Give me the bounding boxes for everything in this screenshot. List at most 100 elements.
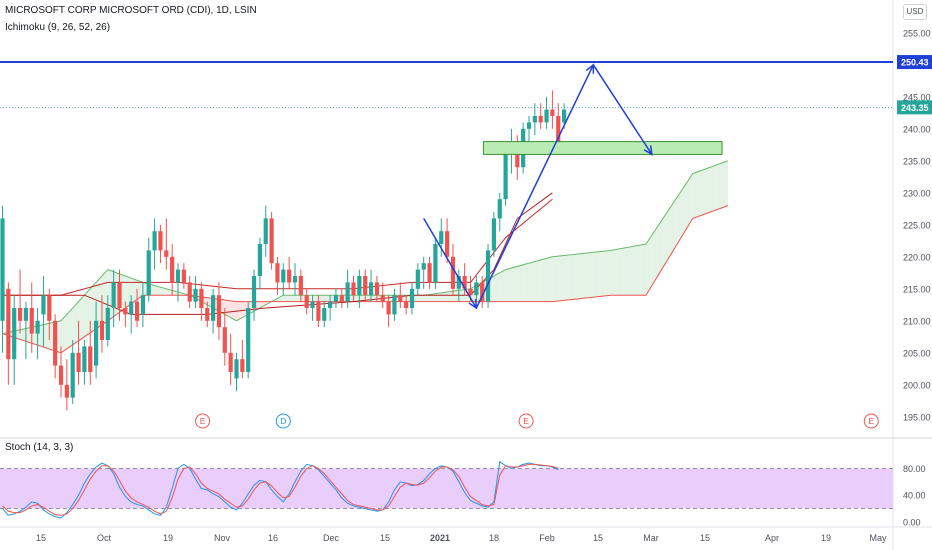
candle-body[interactable] [105,308,110,340]
candle-body[interactable] [117,282,122,308]
candle-body[interactable] [216,295,222,328]
candle-body[interactable] [345,282,350,302]
candle-body[interactable] [380,295,385,302]
last-price-badge[interactable] [897,100,932,115]
candle-body[interactable] [64,384,69,398]
candle-body[interactable] [246,308,251,372]
candle-body[interactable] [240,359,245,372]
candle-body[interactable] [228,352,233,372]
candle-body[interactable] [392,295,397,315]
ichimoku-legend[interactable]: Ichimoku (9, 26, 52, 26) [5,22,111,33]
candle-body[interactable] [0,218,5,321]
candle-body[interactable] [427,263,432,283]
candle-body[interactable] [526,122,532,129]
candle-body[interactable] [538,116,543,123]
candle-body[interactable] [12,308,17,360]
candlestick-series[interactable] [0,90,567,411]
support-zone-rectangle[interactable] [482,141,723,155]
candle-body[interactable] [497,199,502,219]
candle-body[interactable] [158,231,163,251]
candle-body[interactable] [316,301,321,321]
stoch-legend[interactable]: Stoch (14, 3, 3) [5,442,74,453]
candle-body[interactable] [187,282,192,302]
candle-body[interactable] [298,276,303,296]
candle-body[interactable] [234,359,239,379]
dividend-marker[interactable] [275,413,291,429]
candle-body[interactable] [164,250,169,257]
candle-body[interactable] [111,282,116,308]
candle-body[interactable] [421,263,426,270]
candle-body[interactable] [503,154,508,200]
candle-body[interactable] [134,301,140,321]
candle-body[interactable] [211,295,216,321]
candle-body[interactable] [281,269,286,283]
candle-body[interactable] [456,276,461,289]
time-axis[interactable]: 15 Oct 19 Nov 16 Dec 15 2021 18 Feb 15 Mar 15 Apr 19 Ma… [36,533,887,543]
candle-body[interactable] [47,295,52,321]
stoch-d-line[interactable] [2,463,559,516]
candle-body[interactable] [140,295,145,315]
candle-body[interactable] [415,269,420,289]
candle-body[interactable] [491,218,496,251]
candle-body[interactable] [269,218,274,264]
candle-body[interactable] [445,231,450,257]
candle-body[interactable] [333,295,339,302]
candle-body[interactable] [170,256,175,283]
candle-body[interactable] [462,276,467,289]
candle-body[interactable] [339,295,344,302]
candle-body[interactable] [374,282,379,296]
candle-body[interactable] [257,244,262,276]
candle-body[interactable] [94,320,99,366]
earnings-marker[interactable] [863,413,879,429]
candle-body[interactable] [485,250,491,302]
candle-body[interactable] [450,256,456,289]
candle-body[interactable] [287,269,292,283]
wave-segment[interactable] [423,218,477,309]
stoch-panel[interactable]: 0.00 40.00 80.00 [0,460,926,528]
candle-body[interactable] [351,282,356,296]
candle-body[interactable] [398,295,403,302]
candle-body[interactable] [152,231,157,251]
candle-body[interactable] [404,301,409,308]
candle-body[interactable] [76,352,81,372]
candle-body[interactable] [41,295,46,315]
candle-body[interactable] [275,263,280,283]
candle-body[interactable] [82,346,87,372]
candle-body[interactable] [99,320,105,340]
candle-body[interactable] [146,250,151,296]
candle-body[interactable] [550,109,555,116]
candle-body[interactable] [53,320,58,366]
candle-body[interactable] [386,301,391,315]
candle-body[interactable] [322,308,327,321]
candle-body[interactable] [70,352,75,398]
candle-body[interactable] [328,301,333,308]
earnings-marker[interactable] [518,413,534,429]
candle-body[interactable] [35,320,40,334]
candle-body[interactable] [562,109,567,123]
candle-body[interactable] [263,218,268,244]
candle-body[interactable] [193,288,198,302]
candle-body[interactable] [123,308,128,315]
candle-body[interactable] [439,231,444,244]
candle-body[interactable] [304,295,309,308]
candle-body[interactable] [368,282,374,296]
candle-body[interactable] [310,301,315,308]
wave-segment[interactable] [592,64,653,155]
stoch-k-line[interactable] [2,460,559,519]
candle-body[interactable] [222,327,227,353]
candle-body[interactable] [474,282,479,296]
candle-body[interactable] [556,116,561,142]
candle-body[interactable] [357,276,362,296]
candle-body[interactable] [23,308,28,321]
wave-segment[interactable] [475,64,595,309]
candle-body[interactable] [363,276,368,296]
candle-body[interactable] [433,244,438,283]
candle-body[interactable] [292,276,298,283]
candle-body[interactable] [29,308,34,334]
candle-body[interactable] [532,116,537,123]
candle-body[interactable] [6,288,11,360]
candle-body[interactable] [480,282,485,302]
candle-body[interactable] [129,301,134,315]
currency-badge[interactable]: USD [903,4,927,20]
